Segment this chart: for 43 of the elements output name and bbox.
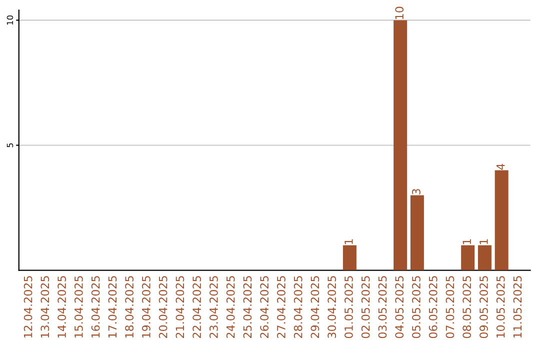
x-tick-label: 14.04.2025 (58, 276, 66, 338)
x-tick-label: 05.05.2025 (412, 276, 420, 338)
bar (394, 20, 408, 270)
x-tick-label: 23.04.2025 (209, 276, 218, 338)
x-tick-label: 25.04.2025 (243, 276, 252, 338)
bar (478, 245, 492, 270)
data-label: 3 (412, 189, 420, 194)
x-tick-label: 12.04.2025 (24, 276, 32, 338)
data-label: 1 (344, 239, 353, 244)
y-tick-label: 5 (6, 143, 14, 148)
x-tick-label: 15.04.2025 (74, 276, 83, 338)
x-tick-label: 17.04.2025 (108, 276, 117, 338)
x-tick-label: 27.04.2025 (277, 276, 286, 338)
data-label: 1 (480, 239, 488, 244)
bar (494, 170, 508, 270)
x-tick-label: 24.04.2025 (226, 276, 235, 338)
x-tick-label: 04.05.2025 (395, 276, 404, 338)
x-tick-label: 16.04.2025 (91, 276, 100, 338)
bar (410, 195, 424, 270)
x-tick-label: 22.04.2025 (192, 276, 202, 338)
x-tick-label: 13.04.2025 (40, 276, 50, 338)
x-tick-label: 11.05.2025 (513, 276, 522, 338)
x-tick-label: 09.05.2025 (480, 276, 488, 338)
x-tick-label: 02.05.2025 (361, 276, 370, 338)
x-tick-label: 03.05.2025 (378, 276, 387, 338)
x-tick-label: 10.05.2025 (496, 276, 505, 338)
x-tick-label: 06.05.2025 (428, 276, 438, 338)
bar (342, 245, 356, 270)
x-tick-label: 28.04.2025 (294, 276, 302, 338)
x-tick-label: 29.04.2025 (310, 276, 320, 338)
x-tick-label: 20.04.2025 (158, 276, 168, 338)
data-label: 10 (395, 6, 404, 19)
data-label: 4 (496, 164, 505, 170)
x-tick-label: 30.04.2025 (328, 276, 336, 338)
x-tick-label: 26.04.2025 (260, 276, 269, 338)
x-tick-label: 19.04.2025 (142, 276, 150, 338)
x-tick-label: 01.05.2025 (344, 276, 353, 338)
bar (461, 245, 475, 270)
data-label: 1 (462, 239, 471, 244)
x-tick-label: 21.04.2025 (176, 276, 184, 338)
x-tick-label: 18.04.2025 (125, 276, 134, 338)
x-tick-label: 08.05.2025 (462, 276, 472, 338)
x-tick-label: 07.05.2025 (446, 276, 454, 338)
